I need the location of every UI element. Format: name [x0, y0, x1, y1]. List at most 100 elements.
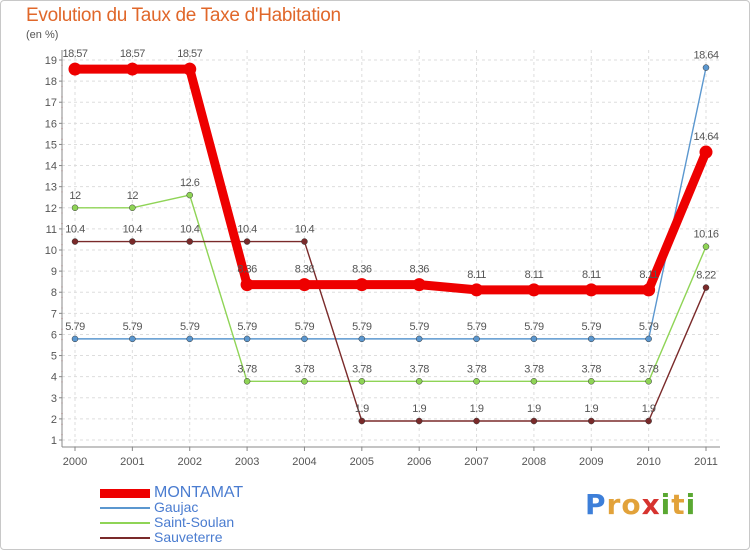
- y-tick-label: 11: [46, 224, 57, 236]
- data-label: 3.78: [639, 363, 659, 375]
- y-tick-label: 19: [45, 55, 57, 67]
- data-label: 5.79: [123, 321, 143, 333]
- x-tick-label: 2000: [63, 456, 87, 468]
- y-tick-label: 9: [51, 266, 57, 278]
- legend-swatch: [100, 522, 150, 524]
- data-point: [243, 238, 251, 245]
- data-point: [699, 145, 713, 159]
- data-point: [129, 335, 136, 343]
- x-tick-label: 2010: [636, 456, 660, 468]
- data-label: 5.79: [65, 321, 85, 333]
- legend-swatch: [100, 489, 150, 498]
- data-point: [588, 417, 595, 425]
- x-tick-label: 2008: [522, 456, 546, 468]
- data-point: [412, 278, 426, 292]
- y-tick-label: 18: [45, 76, 57, 88]
- data-label: 8.11: [582, 269, 601, 281]
- series-line-gaujac: [74, 66, 707, 340]
- data-point: [297, 278, 311, 292]
- data-label: 10.4: [237, 224, 257, 236]
- legend-label: Sauveterre: [154, 529, 223, 545]
- data-label: 10.4: [180, 224, 200, 236]
- data-label: 5.79: [524, 321, 544, 333]
- data-label: 1.9: [412, 403, 426, 415]
- data-point: [473, 378, 480, 385]
- data-point: [584, 283, 598, 297]
- y-axis-unit-label: (en %): [26, 29, 59, 41]
- x-tick-label: 2003: [235, 456, 259, 468]
- data-label: 5.79: [237, 321, 257, 333]
- data-point: [71, 238, 79, 245]
- data-label: 14.64: [693, 131, 718, 143]
- data-point: [358, 378, 366, 385]
- y-tick-label: 6: [51, 329, 57, 341]
- data-point: [129, 204, 136, 212]
- data-label: 3.78: [582, 363, 602, 375]
- logo-letter: o: [621, 488, 642, 521]
- data-label: 12: [69, 190, 81, 202]
- data-point: [186, 238, 193, 245]
- data-point: [355, 278, 369, 292]
- data-point: [183, 62, 197, 76]
- proxiti-logo: Proxiti: [585, 488, 696, 521]
- x-tick-label: 2002: [177, 456, 201, 468]
- series-line-saint-soulan: [74, 194, 707, 383]
- data-point: [129, 238, 136, 245]
- y-tick-label: 15: [45, 139, 57, 151]
- logo-letter: r: [606, 488, 622, 521]
- data-point: [301, 335, 308, 343]
- data-label: 3.78: [295, 363, 315, 375]
- data-label: 5.79: [409, 321, 429, 333]
- data-point: [645, 335, 652, 343]
- logo-letter: t: [671, 488, 686, 521]
- data-label: 8.11: [639, 269, 658, 281]
- logo-letter: i: [660, 488, 672, 521]
- data-point: [527, 283, 541, 297]
- data-label: 8.36: [237, 264, 257, 276]
- data-point: [301, 238, 308, 245]
- data-label: 18.57: [177, 48, 202, 60]
- logo-letter: i: [685, 488, 697, 521]
- x-tick-label: 2006: [407, 456, 431, 468]
- data-label: 18.57: [62, 48, 87, 60]
- data-point: [71, 204, 79, 212]
- data-label: 1.9: [527, 403, 541, 415]
- series-lines: [68, 62, 713, 425]
- series-line-sauveterre: [74, 240, 707, 422]
- data-labels: 5.79 5.79 5.79 5.79 5.79 5.79 5.79 5.79 5.79 5.79…: [62, 48, 719, 415]
- y-tick-label: 8: [51, 287, 57, 299]
- data-point: [473, 335, 480, 343]
- data-label: 18.57: [120, 48, 145, 60]
- series-line-montamat: [70, 64, 711, 295]
- data-label: 3.78: [467, 363, 487, 375]
- data-point: [358, 335, 366, 343]
- data-label: 1.9: [642, 403, 656, 415]
- data-point: [588, 335, 595, 343]
- data-point: [530, 417, 538, 425]
- data-point: [530, 378, 538, 385]
- x-tick-label: 2011: [694, 456, 718, 468]
- data-label: 8.22: [696, 270, 716, 282]
- data-label: 8.11: [525, 269, 544, 281]
- data-point: [240, 278, 254, 292]
- data-point: [470, 283, 484, 297]
- data-label: 8.36: [295, 264, 315, 276]
- data-label: 8.36: [409, 264, 429, 276]
- data-label: 10.4: [123, 224, 143, 236]
- grid-lines: [62, 50, 720, 447]
- data-label: 1.9: [470, 403, 484, 415]
- data-point: [530, 335, 538, 343]
- y-tick-label: 2: [51, 414, 57, 426]
- x-tick-label: 2007: [464, 456, 488, 468]
- y-tick-label: 13: [45, 182, 57, 194]
- data-label: 3.78: [409, 363, 429, 375]
- data-point: [358, 417, 366, 425]
- data-label: 10.4: [295, 224, 315, 236]
- data-point: [702, 284, 710, 291]
- data-label: 3.78: [524, 363, 544, 375]
- data-point: [702, 64, 710, 71]
- data-point: [415, 335, 423, 343]
- data-label: 5.79: [352, 321, 372, 333]
- data-point: [588, 378, 595, 385]
- data-point: [68, 62, 82, 76]
